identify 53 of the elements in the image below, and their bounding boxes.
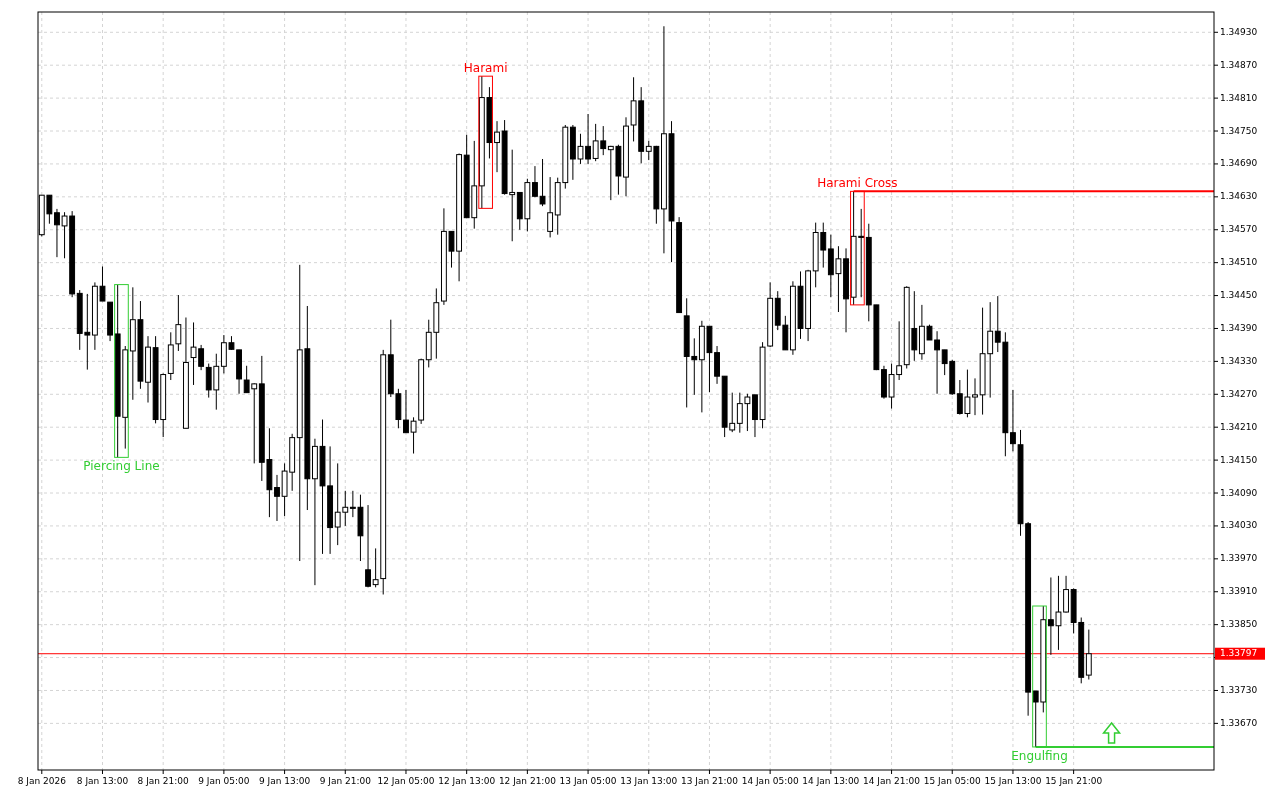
candlestick [1010, 389, 1016, 452]
y-tick-label: 1.34630 [1220, 191, 1258, 202]
annotation: Harami [463, 61, 508, 76]
y-tick-label: 1.34450 [1220, 290, 1258, 301]
candlestick [274, 474, 280, 522]
y-tick-label: 1.33730 [1220, 684, 1258, 695]
candlestick [175, 294, 182, 352]
x-tick-label: 14 Jan 05:00 [741, 776, 799, 786]
candlestick [1085, 629, 1092, 680]
y-tick-label: 1.34930 [1220, 26, 1258, 37]
y-tick-label: 1.34510 [1220, 257, 1258, 268]
x-tick-label: 9 Jan 13:00 [258, 776, 311, 786]
y-tick-label: 1.34090 [1220, 487, 1258, 498]
candlestick [365, 504, 371, 588]
x-tick-label: 9 Jan 21:00 [319, 776, 372, 786]
y-tick-label: 1.34330 [1220, 355, 1258, 366]
ref-line-label: 1.33797 [1220, 648, 1258, 659]
candlestick [494, 120, 500, 173]
y-tick-label: 1.34810 [1220, 92, 1258, 103]
candlestick [547, 176, 554, 238]
x-tick-label: 13 Jan 13:00 [620, 776, 678, 786]
y-tick-label: 1.34210 [1220, 421, 1258, 432]
x-tick-label: 14 Jan 21:00 [863, 776, 921, 786]
x-tick-label: 12 Jan 21:00 [498, 776, 557, 786]
y-tick-label: 1.34150 [1220, 454, 1258, 465]
x-tick-label: 12 Jan 13:00 [438, 776, 496, 786]
annotation: Engulfing [1011, 748, 1068, 763]
candlestick [972, 377, 978, 416]
x-tick-label: 8 Jan 21:00 [137, 776, 190, 786]
x-tick-label: 15 Jan 13:00 [984, 776, 1042, 786]
y-tick-label: 1.34030 [1220, 520, 1258, 531]
y-tick-label: 1.33670 [1220, 717, 1258, 728]
annotation: Harami Cross [817, 176, 898, 191]
y-tick-label: 1.34270 [1220, 388, 1258, 399]
y-tick-label: 1.33970 [1220, 553, 1258, 564]
y-tick-label: 1.33910 [1220, 586, 1258, 597]
x-tick-label: 8 Jan 2026 [17, 776, 67, 786]
x-tick-label: 15 Jan 05:00 [923, 776, 982, 786]
y-tick-label: 1.34690 [1220, 158, 1258, 169]
x-tick-label: 14 Jan 13:00 [802, 776, 860, 786]
x-tick-label: 13 Jan 21:00 [680, 776, 739, 786]
y-tick-label: 1.33850 [1220, 619, 1258, 630]
y-tick-label: 1.34390 [1220, 322, 1258, 333]
x-tick-label: 13 Jan 05:00 [559, 776, 617, 786]
x-tick-label: 8 Jan 13:00 [76, 776, 129, 786]
annotation: Piercing Line [83, 459, 160, 474]
x-tick-label: 12 Jan 05:00 [377, 776, 435, 786]
x-tick-label: 9 Jan 05:00 [198, 776, 250, 786]
x-tick-label: 15 Jan 21:00 [1045, 776, 1103, 786]
y-tick-label: 1.34570 [1220, 224, 1258, 235]
y-tick-label: 1.34750 [1220, 125, 1258, 136]
candlestick [372, 547, 379, 588]
y-tick-label: 1.34870 [1220, 59, 1258, 70]
